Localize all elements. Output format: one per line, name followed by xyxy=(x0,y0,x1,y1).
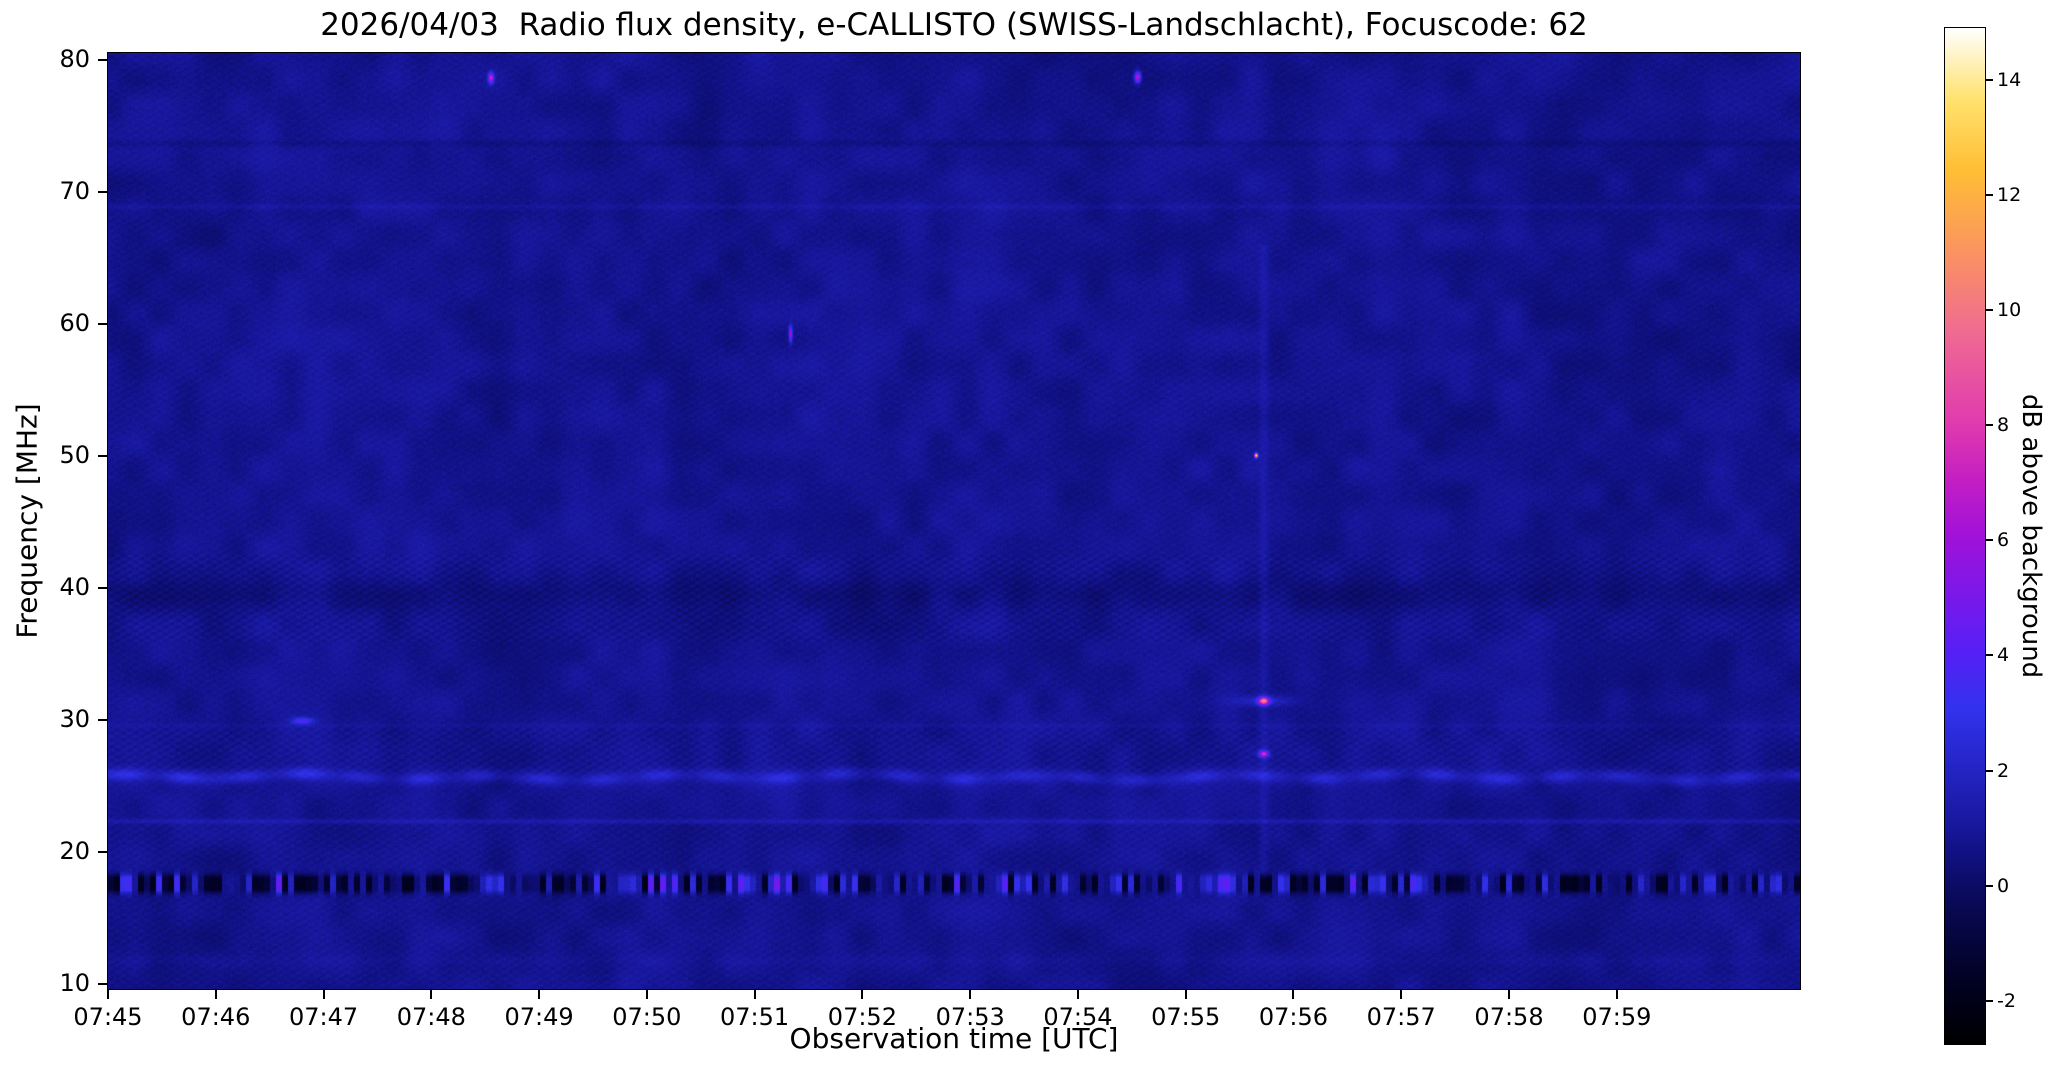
colorbar-tick-label: -2 xyxy=(1997,989,2016,1012)
x-axis-label: Observation time [UTC] xyxy=(789,1022,1119,1055)
x-tick-label: 07:55 xyxy=(1151,1003,1221,1031)
colorbar-label: dB above background xyxy=(2016,393,2046,679)
y-tick-label: 50 xyxy=(59,441,90,470)
y-tick-label: 30 xyxy=(59,705,90,734)
x-tick-mark xyxy=(538,990,541,999)
x-tick-label: 07:57 xyxy=(1366,1003,1436,1031)
spectrogram-canvas xyxy=(108,53,1800,989)
y-tick-mark xyxy=(98,719,107,722)
x-tick-label: 07:59 xyxy=(1582,1003,1652,1031)
colorbar-tick-mark xyxy=(1986,424,1993,427)
colorbar-tick-mark xyxy=(1986,539,1993,542)
colorbar-tick-label: 6 xyxy=(1997,529,2010,552)
x-tick-label: 07:45 xyxy=(73,1003,143,1031)
y-tick-label: 20 xyxy=(59,837,90,866)
x-tick-mark xyxy=(969,990,972,999)
x-tick-mark xyxy=(322,990,325,999)
colorbar-tick-label: 2 xyxy=(1997,759,2010,782)
y-tick-mark xyxy=(98,587,107,590)
colorbar-tick-mark xyxy=(1986,654,1993,657)
colorbar-tick-label: 14 xyxy=(1997,68,2022,91)
colorbar-tick-mark xyxy=(1986,999,1993,1002)
x-tick-label: 07:54 xyxy=(1043,1003,1113,1031)
y-tick-label: 80 xyxy=(59,45,90,74)
y-tick-label: 60 xyxy=(59,309,90,338)
y-axis-label: Frequency [MHz] xyxy=(10,403,44,639)
colorbar-tick-label: 8 xyxy=(1997,414,2010,437)
chart-title: 2026/04/03 Radio flux density, e-CALLIST… xyxy=(320,7,1588,43)
x-tick-label: 07:50 xyxy=(612,1003,682,1031)
x-tick-mark xyxy=(861,990,864,999)
x-tick-label: 07:58 xyxy=(1474,1003,1544,1031)
colorbar-tick-label: 0 xyxy=(1997,874,2010,897)
y-tick-mark xyxy=(98,851,107,854)
y-tick-label: 70 xyxy=(59,177,90,206)
x-tick-label: 07:48 xyxy=(396,1003,466,1031)
plot-area xyxy=(107,52,1801,990)
x-tick-mark xyxy=(1292,990,1295,999)
y-tick-mark xyxy=(98,455,107,458)
y-tick-label: 40 xyxy=(59,573,90,602)
x-tick-mark xyxy=(430,990,433,999)
x-tick-mark xyxy=(645,990,648,999)
x-tick-mark xyxy=(1400,990,1403,999)
colorbar-tick-label: 10 xyxy=(1997,299,2022,322)
x-tick-label: 07:49 xyxy=(504,1003,574,1031)
x-tick-label: 07:56 xyxy=(1258,1003,1329,1031)
colorbar-tick-label: 4 xyxy=(1997,644,2010,667)
y-tick-mark xyxy=(98,323,107,326)
y-tick-label: 10 xyxy=(59,969,90,998)
y-tick-mark xyxy=(98,59,107,62)
x-tick-mark xyxy=(1076,990,1079,999)
x-tick-mark xyxy=(753,990,756,999)
colorbar-tick-mark xyxy=(1986,309,1993,312)
x-tick-mark xyxy=(214,990,217,999)
y-tick-mark xyxy=(98,191,107,194)
x-tick-mark xyxy=(1508,990,1511,999)
colorbar-tick-mark xyxy=(1986,78,1993,81)
x-tick-mark xyxy=(107,990,109,999)
colorbar-tick-label: 12 xyxy=(1997,183,2022,206)
x-tick-mark xyxy=(1615,990,1618,999)
x-tick-mark xyxy=(1184,990,1187,999)
x-tick-label: 07:47 xyxy=(288,1003,359,1031)
y-tick-mark xyxy=(98,983,107,986)
x-tick-label: 07:53 xyxy=(935,1003,1005,1031)
colorbar xyxy=(1944,27,1986,1045)
colorbar-tick-mark xyxy=(1986,193,1993,196)
colorbar-gradient xyxy=(1945,28,1985,1044)
colorbar-tick-mark xyxy=(1986,769,1993,772)
x-tick-label: 07:46 xyxy=(181,1003,251,1031)
x-tick-label: 07:51 xyxy=(720,1003,790,1031)
colorbar-tick-mark xyxy=(1986,884,1993,887)
x-tick-label: 07:52 xyxy=(827,1003,897,1031)
